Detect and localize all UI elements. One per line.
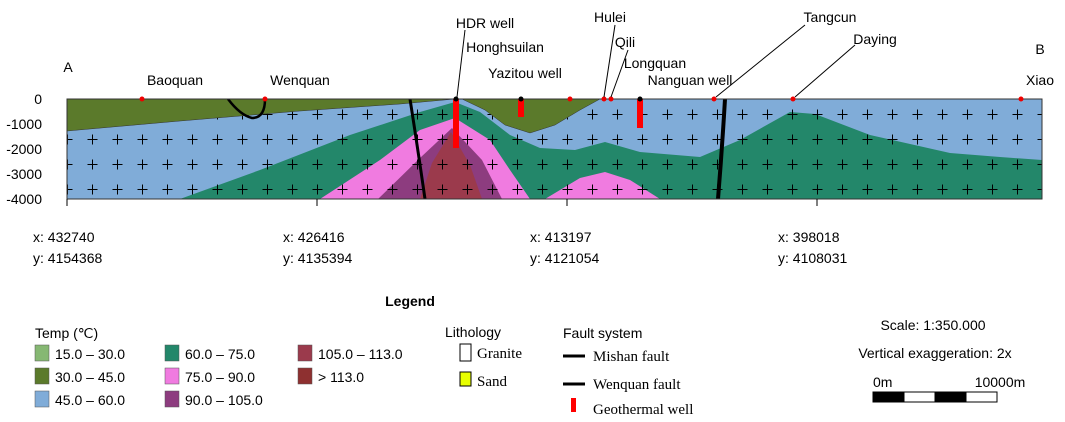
coord-x: x: 426416: [283, 229, 345, 245]
granite-swatch: [459, 343, 472, 362]
section-frame: [66, 98, 1043, 200]
depth-tick-label: -4000: [6, 191, 42, 207]
station-dot: [567, 96, 573, 102]
station-label: Yazitou well: [488, 65, 562, 81]
temp-swatch: [34, 344, 50, 362]
temp-class: 45.0 – 60.0: [55, 392, 125, 408]
temp-class: 15.0 – 30.0: [55, 346, 125, 362]
sand-swatch: [459, 371, 472, 387]
temp-swatch: [297, 367, 313, 385]
leader-line: [603, 24, 616, 98]
fault-item: Mishan fault: [593, 349, 670, 365]
legend-symbols: [459, 343, 585, 412]
leader-line: [610, 49, 629, 98]
coord-y: y: 4121054: [530, 250, 599, 266]
station-label: Longquan: [624, 55, 686, 71]
station-dots: [139, 96, 1024, 102]
depth-tick-label: -2000: [6, 141, 42, 157]
lithology-title: Lithology: [445, 324, 501, 340]
station-dot: [601, 96, 607, 102]
coord-x: x: 398018: [778, 229, 840, 245]
layer-30-45: [67, 99, 456, 132]
fault-item: Wenquan fault: [593, 377, 681, 393]
leader-line: [715, 24, 806, 98]
station-label: Hulei: [594, 9, 626, 25]
scale-segment: [872, 391, 905, 403]
temp-class: 30.0 – 45.0: [55, 369, 125, 385]
end-label: B: [1035, 41, 1044, 57]
layer-30-45: [461, 99, 601, 134]
station-dot: [139, 96, 145, 102]
temp-title: Temp (℃): [35, 325, 98, 341]
mishan-fault: [408, 99, 427, 199]
end-label: A: [63, 59, 73, 75]
temp-swatch: [34, 390, 50, 408]
well-symbol: [571, 398, 576, 412]
station-dot: [608, 96, 614, 102]
mishan-fault: [716, 99, 727, 199]
station-dot: [711, 96, 717, 102]
temp-class: 90.0 – 105.0: [185, 392, 263, 408]
fault-title: Fault system: [563, 325, 642, 341]
leader-line: [456, 29, 466, 98]
geothermal-well: [518, 99, 524, 117]
station-label: Qili: [615, 34, 635, 50]
temp-swatch: [164, 367, 180, 385]
temp-class: > 113.0: [318, 369, 364, 385]
station-dot: [453, 96, 459, 102]
temp-class: 105.0 – 113.0: [318, 346, 403, 362]
geothermal-well: [453, 99, 459, 148]
temp-swatch: [34, 367, 50, 385]
scale-segment: [965, 391, 998, 403]
station-label: Baoquan: [147, 72, 203, 88]
temp-swatch: [164, 390, 180, 408]
depth-tick-label: -1000: [6, 116, 42, 132]
scale-exaggeration: Vertical exaggeration: 2x: [858, 345, 1011, 361]
coord-x: x: 413197: [530, 229, 592, 245]
station-label: Wenquan: [270, 72, 330, 88]
station-label: Honghsuilan: [466, 39, 544, 55]
temp-swatch: [297, 344, 313, 362]
station-label: Tangcun: [804, 9, 857, 25]
coord-y: y: 4108031: [778, 250, 847, 266]
scale-ratio: Scale: 1:350.000: [880, 317, 985, 333]
station-dot: [637, 96, 643, 102]
lithology-item: Granite: [477, 346, 522, 362]
station-dot: [262, 96, 268, 102]
scale-label: 0m: [873, 374, 892, 390]
station-dot: [1018, 96, 1024, 102]
depth-tick-label: 0: [34, 91, 42, 107]
coord-x: x: 432740: [33, 229, 95, 245]
station-dot: [518, 96, 524, 102]
station-dot: [790, 96, 796, 102]
leader-line: [794, 44, 856, 98]
fault-item: Geothermal well: [593, 402, 693, 418]
wenquan-fault: [227, 99, 267, 120]
scale-label: 10000m: [975, 374, 1026, 390]
station-label: Nanguan well: [648, 72, 733, 88]
depth-tick-label: -3000: [6, 166, 42, 182]
legend-title: Legend: [385, 293, 435, 309]
temp-class: 75.0 – 90.0: [185, 369, 255, 385]
leader-lines: [66, 24, 856, 206]
temp-swatch: [164, 344, 180, 362]
geothermal-well: [637, 99, 643, 128]
temp-class: 60.0 – 75.0: [185, 346, 255, 362]
station-label: HDR well: [456, 15, 514, 31]
coord-y: y: 4135394: [283, 250, 352, 266]
cross-section: [67, 99, 1042, 199]
station-label: Daying: [853, 31, 897, 47]
scale-bar: [872, 391, 998, 403]
coord-y: y: 4154368: [33, 250, 102, 266]
station-label: Xiao: [1026, 72, 1054, 88]
lithology-item: Sand: [477, 374, 508, 390]
scale-segment: [903, 391, 936, 403]
scale-segment: [934, 391, 967, 403]
